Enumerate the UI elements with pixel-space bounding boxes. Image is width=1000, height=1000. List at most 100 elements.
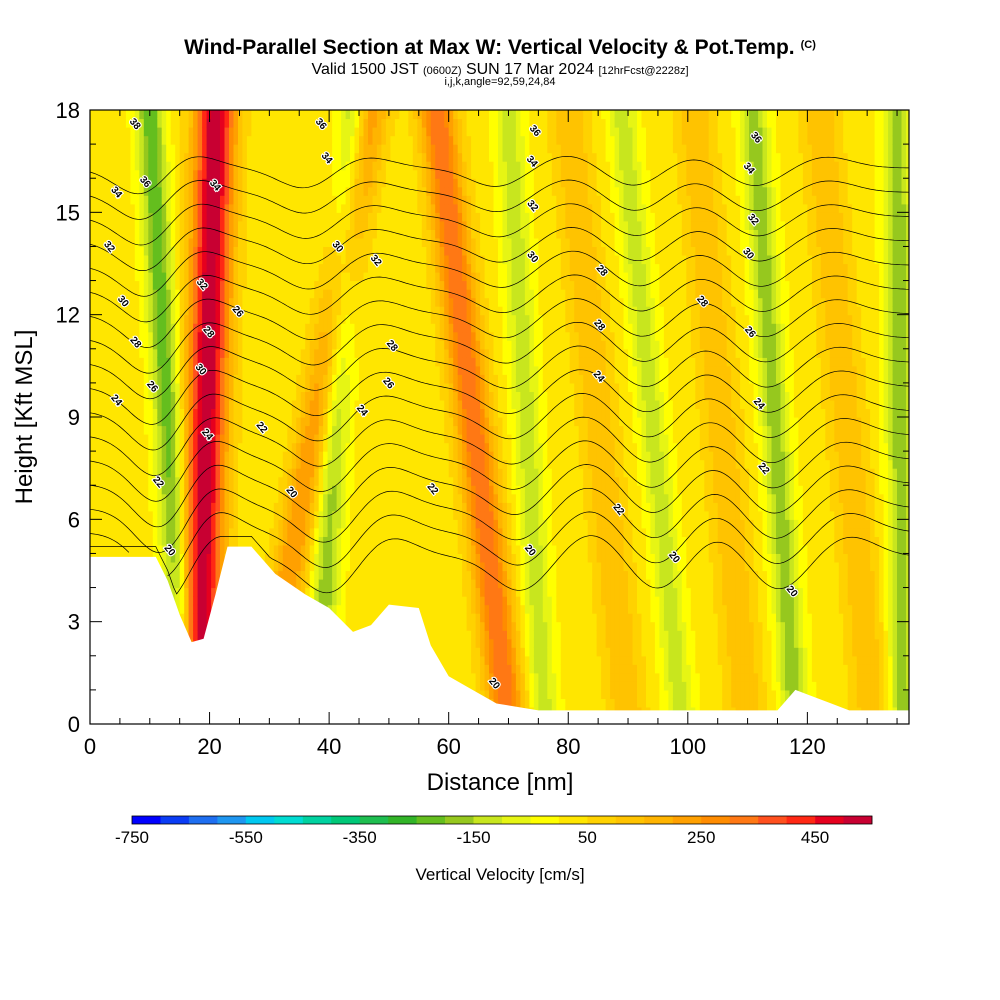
- velocity-cell: [130, 152, 136, 162]
- velocity-cell: [296, 280, 302, 290]
- velocity-cell: [197, 408, 203, 418]
- velocity-cell: [282, 297, 288, 307]
- velocity-cell: [94, 340, 100, 350]
- velocity-cell: [139, 340, 145, 350]
- velocity-cell: [305, 237, 311, 247]
- velocity-cell: [116, 442, 122, 452]
- velocity-cell: [359, 553, 365, 563]
- velocity-cell: [287, 425, 293, 435]
- velocity-cell: [112, 434, 118, 444]
- velocity-cell: [170, 144, 176, 154]
- velocity-cell: [121, 417, 127, 427]
- velocity-cell: [260, 220, 266, 230]
- velocity-cell: [385, 220, 391, 230]
- velocity-cell: [318, 374, 324, 384]
- velocity-cell: [251, 212, 257, 222]
- velocity-cell: [318, 391, 324, 401]
- velocity-cell: [323, 579, 329, 589]
- velocity-cell: [143, 135, 149, 145]
- velocity-cell: [336, 502, 342, 512]
- velocity-cell: [323, 348, 329, 358]
- velocity-cell: [341, 562, 347, 572]
- velocity-cell: [291, 110, 297, 120]
- velocity-cell: [282, 374, 288, 384]
- velocity-cell: [336, 144, 342, 154]
- velocity-cell: [99, 382, 105, 392]
- velocity-cell: [300, 263, 306, 273]
- velocity-cell: [372, 152, 378, 162]
- velocity-cell: [359, 579, 365, 589]
- velocity-cell: [170, 340, 176, 350]
- velocity-cell: [372, 579, 378, 589]
- velocity-cell: [112, 374, 118, 384]
- velocity-cell: [130, 280, 136, 290]
- velocity-cell: [282, 246, 288, 256]
- velocity-cell: [116, 203, 122, 213]
- velocity-cell: [166, 476, 172, 486]
- velocity-cell: [103, 476, 109, 486]
- velocity-cell: [368, 161, 374, 171]
- velocity-cell: [385, 579, 391, 589]
- velocity-cell: [390, 434, 396, 444]
- velocity-cell: [179, 374, 185, 384]
- velocity-cell: [211, 331, 217, 341]
- velocity-cell: [238, 135, 244, 145]
- velocity-cell: [139, 203, 145, 213]
- velocity-cell: [314, 399, 320, 409]
- velocity-cell: [193, 135, 199, 145]
- velocity-cell: [188, 476, 194, 486]
- velocity-cell: [130, 237, 136, 247]
- velocity-cell: [224, 493, 230, 503]
- velocity-cell: [202, 144, 208, 154]
- velocity-cell: [359, 152, 365, 162]
- velocity-cell: [314, 246, 320, 256]
- velocity-cell: [368, 476, 374, 486]
- velocity-cell: [220, 178, 226, 188]
- velocity-cell: [273, 391, 279, 401]
- velocity-cell: [368, 272, 374, 282]
- velocity-cell: [246, 220, 252, 230]
- velocity-cell: [282, 169, 288, 179]
- velocity-cell: [143, 289, 149, 299]
- velocity-cell: [238, 220, 244, 230]
- velocity-cell: [381, 425, 387, 435]
- velocity-cell: [112, 169, 118, 179]
- velocity-cell: [260, 476, 266, 486]
- velocity-cell: [300, 118, 306, 128]
- velocity-cell: [345, 519, 351, 529]
- velocity-cell: [363, 570, 369, 580]
- velocity-cell: [202, 195, 208, 205]
- velocity-cell: [372, 203, 378, 213]
- velocity-cell: [161, 434, 167, 444]
- velocity-cell: [202, 263, 208, 273]
- velocity-cell: [350, 587, 356, 597]
- velocity-cell: [139, 297, 145, 307]
- velocity-cell: [381, 502, 387, 512]
- velocity-cell: [94, 144, 100, 154]
- velocity-cell: [161, 195, 167, 205]
- velocity-cell: [350, 357, 356, 367]
- velocity-cell: [336, 237, 342, 247]
- velocity-cell: [170, 118, 176, 128]
- velocity-cell: [309, 323, 315, 333]
- velocity-cell: [350, 365, 356, 375]
- velocity-cell: [242, 178, 248, 188]
- velocity-cell: [282, 408, 288, 418]
- velocity-cell: [229, 306, 235, 316]
- velocity-cell: [206, 263, 212, 273]
- velocity-cell: [264, 246, 270, 256]
- velocity-cell: [273, 237, 279, 247]
- velocity-cell: [264, 348, 270, 358]
- velocity-cell: [381, 553, 387, 563]
- velocity-cell: [233, 399, 239, 409]
- velocity-cell: [233, 144, 239, 154]
- velocity-cell: [157, 451, 163, 461]
- velocity-cell: [300, 203, 306, 213]
- velocity-cell: [152, 536, 158, 546]
- velocity-cell: [157, 220, 163, 230]
- velocity-cell: [233, 408, 239, 418]
- velocity-cell: [229, 399, 235, 409]
- velocity-cell: [372, 280, 378, 290]
- velocity-cell: [175, 468, 181, 478]
- velocity-cell: [121, 280, 127, 290]
